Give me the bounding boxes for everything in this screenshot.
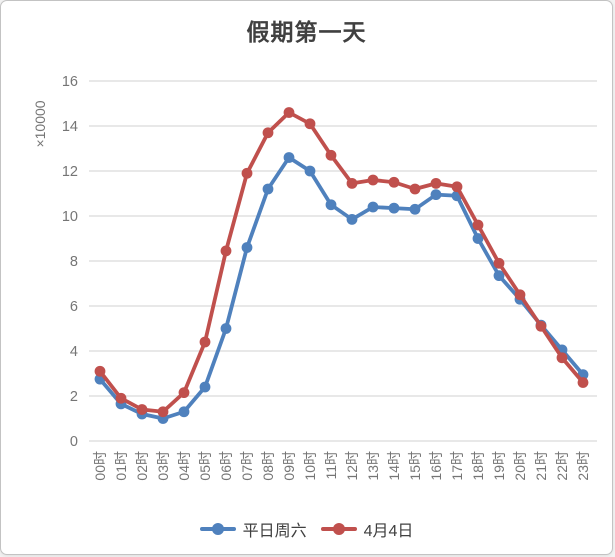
svg-text:0: 0 (70, 434, 78, 450)
svg-text:23时: 23时 (575, 451, 591, 481)
legend-marker-april4-icon (320, 523, 357, 535)
svg-text:03时: 03时 (155, 451, 171, 481)
svg-text:10: 10 (62, 209, 78, 225)
svg-text:13时: 13时 (365, 451, 381, 481)
svg-text:04时: 04时 (176, 451, 192, 481)
svg-text:2: 2 (70, 389, 78, 405)
legend-item-weekday: 平日周六 (199, 517, 307, 541)
svg-text:21时: 21时 (533, 451, 549, 481)
svg-text:09时: 09时 (281, 451, 297, 481)
svg-text:02时: 02时 (134, 451, 150, 481)
svg-text:14时: 14时 (386, 451, 402, 481)
chart-legend: 平日周六 4月4日 (1, 515, 612, 543)
svg-text:01时: 01时 (113, 451, 129, 481)
svg-text:15时: 15时 (407, 451, 423, 481)
legend-label-april4: 4月4日 (363, 523, 414, 540)
svg-text:17时: 17时 (449, 451, 465, 481)
svg-text:8: 8 (70, 254, 78, 270)
svg-text:14: 14 (62, 119, 78, 135)
svg-text:07时: 07时 (239, 451, 255, 481)
legend-item-april4: 4月4日 (320, 517, 414, 541)
svg-text:4: 4 (70, 344, 78, 360)
legend-label-weekday: 平日周六 (242, 523, 307, 540)
svg-text:05时: 05时 (197, 451, 213, 481)
svg-text:00时: 00时 (92, 451, 108, 481)
svg-text:19时: 19时 (491, 451, 507, 481)
chart-title: 假期第一天 (246, 19, 367, 45)
svg-text:6: 6 (70, 299, 78, 315)
svg-text:20时: 20时 (512, 451, 528, 481)
svg-text:12时: 12时 (344, 451, 360, 481)
legend-marker-weekday-icon (199, 523, 236, 535)
svg-text:16时: 16时 (428, 451, 444, 481)
svg-text:11时: 11时 (323, 451, 339, 480)
svg-text:18时: 18时 (470, 451, 486, 481)
svg-text:16: 16 (62, 74, 78, 90)
svg-text:22时: 22时 (554, 451, 570, 481)
svg-text:08时: 08时 (260, 451, 276, 481)
svg-text:×10000: ×10000 (32, 100, 48, 147)
svg-text:06时: 06时 (218, 451, 234, 481)
svg-text:12: 12 (62, 164, 78, 180)
svg-text:10时: 10时 (302, 451, 318, 481)
